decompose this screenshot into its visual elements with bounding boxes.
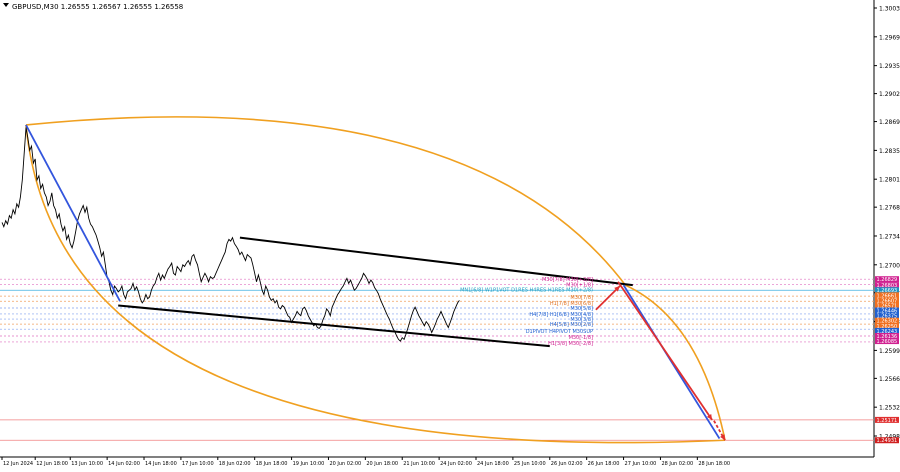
chevron-down-icon[interactable]	[3, 3, 9, 7]
price-tag-label: 1.26375	[877, 314, 898, 320]
x-tick-label: 28 Jun 02:00	[661, 461, 693, 467]
level-label: M30[-1/8]	[569, 335, 593, 341]
x-tick-label: 28 Jun 18:00	[698, 461, 730, 467]
red-arrow-head-up	[614, 285, 620, 292]
y-tick-label: 1.27000	[879, 262, 900, 269]
y-tick-label: 1.30030	[879, 6, 900, 13]
x-tick-label: 17 Jun 10:00	[182, 461, 214, 467]
price-tag	[875, 287, 899, 294]
price-tag-label: 1.26243	[877, 329, 898, 335]
channel-top-line[interactable]	[239, 236, 633, 287]
x-tick-label: 14 Jun 18:00	[145, 461, 177, 467]
y-tick-label: 1.28350	[879, 148, 900, 155]
x-tick-label: 19 Jun 10:00	[293, 461, 325, 467]
y-tick-label: 1.28010	[879, 177, 900, 184]
price-tag-label: 1.26302	[877, 319, 898, 325]
y-tick-label: 1.25660	[879, 376, 900, 383]
red-arrow-head-down	[706, 413, 713, 420]
y-tick-label: 1.27340	[879, 233, 900, 240]
x-tick-label: 24 Jun 18:00	[477, 461, 509, 467]
blue-trend-line-left[interactable]	[25, 124, 121, 302]
price-tag	[875, 292, 899, 299]
y-tick-label: 1.29020	[879, 91, 900, 98]
price-tag	[875, 276, 899, 283]
ellipse-upper-arc	[25, 116, 726, 441]
x-tick-label: 24 Jun 02:00	[440, 461, 472, 467]
level-label: M30[7/8]	[570, 295, 593, 301]
y-tick-label: 1.29690	[879, 34, 900, 41]
price-tag	[875, 437, 899, 444]
price-tag-label: 1.26085	[877, 339, 898, 345]
level-label: H1[3/8] M30[-2/8]	[548, 341, 593, 347]
x-tick-label: 26 Jun 02:00	[551, 461, 583, 467]
x-tick-label: 20 Jun 18:00	[366, 461, 398, 467]
x-tick-label: 20 Jun 02:00	[329, 461, 361, 467]
y-tick-label: 1.28690	[879, 119, 900, 126]
x-tick-label: 13 Jun 10:00	[71, 461, 103, 467]
level-label: M30[7/8] M30[+2/8]	[542, 277, 593, 283]
y-tick-label: 1.25320	[879, 405, 900, 412]
price-tag	[875, 317, 899, 324]
price-tag-label: 1.26250	[877, 324, 898, 330]
y-tick-label: 1.25990	[879, 348, 900, 355]
price-tag-label: 1.26829	[877, 277, 898, 283]
red-forecast-down[interactable]	[617, 281, 713, 421]
price-tag	[875, 338, 899, 345]
x-tick-label: 12 Jun 2024	[3, 461, 33, 467]
x-tick-label: 18 Jun 02:00	[219, 461, 251, 467]
price-tag	[875, 332, 899, 339]
price-tag	[875, 416, 899, 423]
price-tag	[875, 302, 899, 309]
price-series-line	[1, 127, 460, 342]
y-tick-label: 1.27680	[879, 205, 900, 212]
price-tag-label: 1.25171	[877, 418, 898, 424]
price-tag	[875, 282, 899, 289]
level-label: M30[5/8]	[570, 306, 593, 312]
price-tag	[875, 327, 899, 334]
price-tag-label: 1.26607	[877, 298, 898, 304]
price-tag-label: 1.26693	[877, 288, 898, 294]
price-tag	[875, 322, 899, 329]
ellipse-lower-arc	[25, 124, 726, 444]
price-tag	[875, 307, 899, 314]
level-label: H4[7/8] H1[6/8] M30[4/8]	[529, 312, 593, 318]
price-tag	[875, 297, 899, 304]
price-tag-label: 1.26446	[877, 309, 898, 315]
level-label: H4[5/8] M30[2/8]	[550, 322, 593, 328]
x-tick-label: 25 Jun 10:00	[514, 461, 546, 467]
x-tick-label: 26 Jun 18:00	[588, 461, 620, 467]
price-tag-label: 1.24931	[877, 438, 898, 444]
x-tick-label: 18 Jun 18:00	[256, 461, 288, 467]
price-tag-label: 1.26661	[877, 293, 898, 299]
y-tick-label: 1.24980	[879, 434, 900, 441]
price-tag-label: 1.26803	[877, 283, 898, 289]
red-arrow-head-end	[720, 434, 725, 441]
x-tick-label: 21 Jun 10:00	[403, 461, 435, 467]
x-tick-label: 12 Jun 18:00	[36, 461, 68, 467]
red-forecast-up[interactable]	[595, 285, 621, 311]
x-tick-label: 14 Jun 02:00	[108, 461, 140, 467]
price-tag	[875, 312, 899, 319]
level-label: MN1[6/8] W1P1VOT D1RES H4RES H1RES M30(+…	[460, 287, 593, 293]
symbol-info: GBPUSD,M30 1.26555 1.26567 1.26555 1.265…	[12, 3, 183, 11]
y-tick-label: 1.29350	[879, 63, 900, 70]
level-label: D1PIVOT H4PIVOT M30SUP	[526, 329, 593, 335]
price-tag-label: 1.26571	[877, 303, 898, 309]
red-forecast-dashed[interactable]	[713, 420, 726, 441]
price-tag-label: 1.26136	[877, 334, 898, 340]
channel-bottom-line[interactable]	[118, 304, 550, 348]
level-label: H1[7/8] M30[6/8]	[550, 301, 593, 307]
x-tick-label: 27 Jun 10:00	[625, 461, 657, 467]
level-label: M30[+1/8]	[566, 282, 593, 288]
level-label: M30[3/8]	[570, 317, 593, 323]
